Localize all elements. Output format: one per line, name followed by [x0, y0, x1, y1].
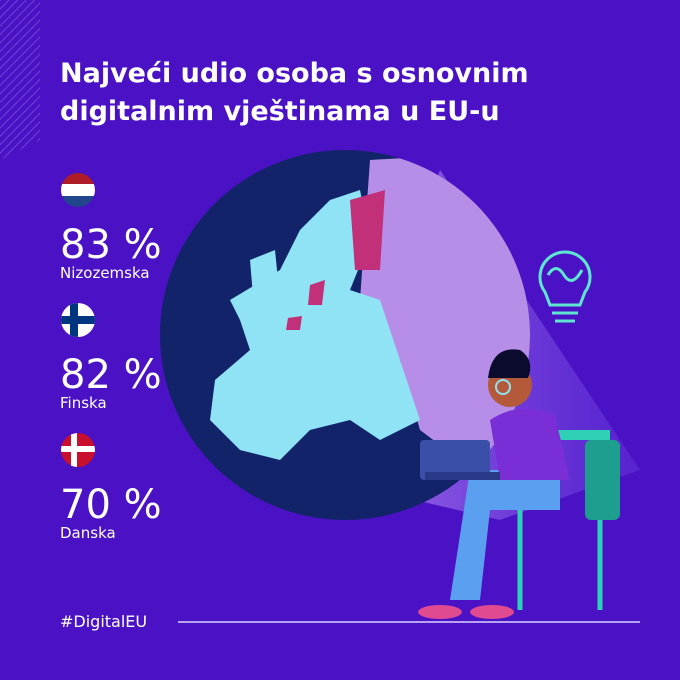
- stat-country: Finska: [60, 394, 107, 412]
- flag-denmark: [61, 433, 95, 467]
- hashtag: #DigitalEU: [60, 612, 147, 631]
- flag-netherlands: [61, 173, 95, 207]
- flag-finland: [61, 303, 95, 337]
- title-line: Najveći udio osoba s osnovnim: [60, 58, 529, 89]
- stat-value: 83 %: [60, 222, 162, 268]
- lightbulb-icon: [538, 250, 592, 323]
- stat-country: Nizozemska: [60, 264, 150, 282]
- europe-map: [160, 150, 530, 520]
- person-illustration: [418, 349, 620, 619]
- stat-country: Danska: [60, 524, 116, 542]
- title-line: digitalnim vještinama u EU-u: [60, 96, 500, 127]
- stat-value: 70 %: [60, 482, 162, 528]
- hatch-decoration: [0, 0, 40, 160]
- stat-value: 82 %: [60, 352, 162, 398]
